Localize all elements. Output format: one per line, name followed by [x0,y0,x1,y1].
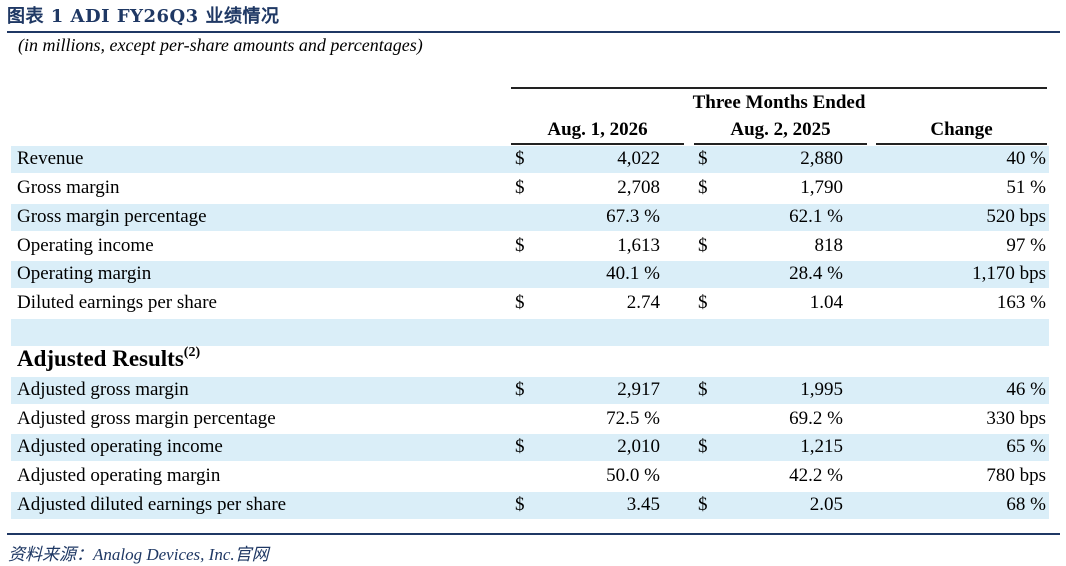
change-value: 163 % [996,292,1046,313]
dollar-sign: $ [515,436,525,457]
value-2026: 3.45 [626,494,660,515]
dollar-sign: $ [698,177,708,198]
value-2026: 2,917 [617,379,660,400]
change-value: 51 % [1006,177,1046,198]
row-label: Revenue [17,148,84,169]
row-label: Adjusted gross margin [17,379,189,400]
dollar-sign: $ [698,436,708,457]
value-2025: 69.2 % [789,408,843,429]
three-months-ended-header: Three Months Ended [511,87,1047,114]
row-label: Adjusted operating income [17,436,223,457]
dollar-sign: $ [698,235,708,256]
table-row: Gross margin $ 2,708 $ 1,790 51 % [11,175,1049,202]
value-2025: 28.4 % [789,263,843,284]
dollar-sign: $ [698,494,708,515]
table-row: Adjusted gross margin percentage 72.5 % … [11,406,1049,433]
table-row: Adjusted operating income $ 2,010 $ 1,21… [11,434,1049,461]
value-2025: 42.2 % [789,465,843,486]
column-header-aug-2025: Aug. 2, 2025 [694,119,867,145]
value-2025: 1.04 [809,292,843,313]
value-2026: 2,708 [617,177,660,198]
column-header-aug-2026: Aug. 1, 2026 [511,119,684,145]
column-header-change: Change [876,119,1047,145]
change-value: 68 % [1006,494,1046,515]
change-value: 330 bps [986,408,1046,429]
spacer-row [11,319,1049,346]
value-2026: 40.1 % [606,263,660,284]
value-2026: 2,010 [617,436,660,457]
value-2026: 50.0 % [606,465,660,486]
dollar-sign: $ [515,494,525,515]
row-label: Diluted earnings per share [17,292,217,313]
dollar-sign: $ [698,148,708,169]
adjusted-results-title: Adjusted Results [17,346,184,371]
dollar-sign: $ [515,292,525,313]
row-label: Operating income [17,235,154,256]
table-row: Gross margin percentage 67.3 % 62.1 % 52… [11,204,1049,231]
value-2026: 67.3 % [606,206,660,227]
change-value: 780 bps [986,465,1046,486]
table-row: Adjusted gross margin $ 2,917 $ 1,995 46… [11,377,1049,404]
dollar-sign: $ [698,292,708,313]
source-note: 资料来源：Analog Devices, Inc.官网 [8,545,269,564]
value-2025: 818 [814,235,844,256]
change-value: 40 % [1006,148,1046,169]
top-rule [7,31,1060,33]
row-label: Gross margin percentage [17,206,207,227]
adjusted-results-heading: Adjusted Results(2) [17,345,201,372]
row-label: Adjusted gross margin percentage [17,408,276,429]
table-row: Diluted earnings per share $ 2.74 $ 1.04… [11,290,1049,317]
change-value: 97 % [1006,235,1046,256]
table-row: Operating income $ 1,613 $ 818 97 % [11,233,1049,260]
dollar-sign: $ [515,235,525,256]
value-2025: 1,215 [800,436,843,457]
value-2025: 1,790 [800,177,843,198]
value-2025: 1,995 [800,379,843,400]
value-2026: 1,613 [617,235,660,256]
table-row: Revenue $ 4,022 $ 2,880 40 % [11,146,1049,173]
change-value: 520 bps [986,206,1046,227]
change-value: 65 % [1006,436,1046,457]
dollar-sign: $ [515,177,525,198]
table-row: Adjusted operating margin 50.0 % 42.2 % … [11,463,1049,490]
value-2026: 4,022 [617,148,660,169]
value-2025: 62.1 % [789,206,843,227]
change-value: 46 % [1006,379,1046,400]
dollar-sign: $ [515,148,525,169]
figure-title: 图表 1 ADI FY26Q3 业绩情况 [7,6,280,27]
row-label: Operating margin [17,263,152,284]
row-label: Adjusted operating margin [17,465,221,486]
table-row: Adjusted diluted earnings per share $ 3.… [11,492,1049,519]
dollar-sign: $ [698,379,708,400]
footnote-marker: (2) [183,345,201,360]
row-label: Gross margin [17,177,120,198]
change-value: 1,170 bps [972,263,1046,284]
table-subtitle: (in millions, except per-share amounts a… [18,35,423,55]
value-2025: 2,880 [800,148,843,169]
table-row: Operating margin 40.1 % 28.4 % 1,170 bps [11,261,1049,288]
bottom-rule [7,533,1060,535]
dollar-sign: $ [515,379,525,400]
value-2026: 2.74 [626,292,660,313]
value-2025: 2.05 [809,494,843,515]
row-label: Adjusted diluted earnings per share [17,494,287,515]
value-2026: 72.5 % [606,408,660,429]
